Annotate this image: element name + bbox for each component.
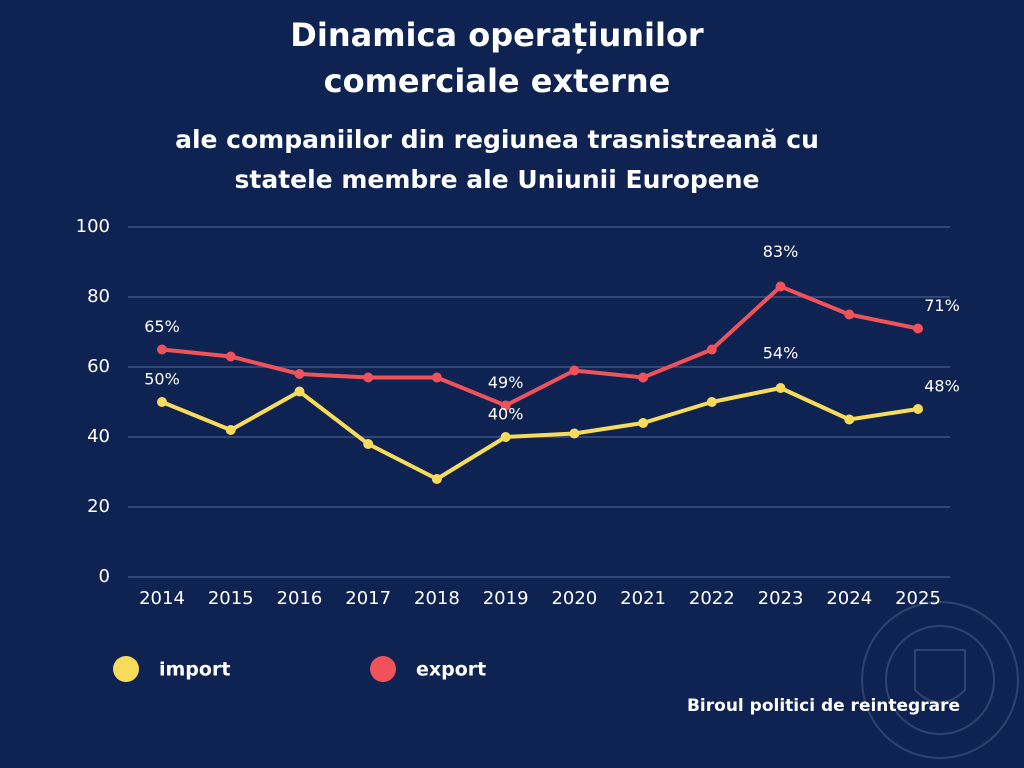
x-tick-label: 2025 [895,588,941,609]
source: Biroul politici de reintegrare [687,696,960,716]
data-point [775,383,786,393]
legend-label: import [159,659,230,681]
series-line [161,386,919,481]
value-label: 71% [924,296,960,315]
data-point [294,369,305,379]
data-point [225,351,236,362]
x-tick-label: 2019 [483,588,529,609]
chart-subtitle: ale companiilor din regiunea trasnistrea… [175,125,819,194]
value-label: 40% [488,405,524,424]
data-point [569,365,580,376]
legend-label: export [416,659,486,681]
x-tick-label: 2015 [208,588,254,609]
data-point [638,372,649,383]
y-tick-label: 80 [87,286,110,307]
data-point [913,323,923,334]
data-point [500,400,511,411]
x-tick-label: 2021 [620,588,666,609]
data-point [431,474,442,484]
data-point [706,397,717,407]
data-point [844,414,855,425]
data-point [775,281,786,292]
x-tick-label: 2020 [551,588,597,609]
y-tick-label: 0 [99,566,110,587]
x-tick-label: 2014 [139,588,185,609]
data-point [225,425,236,435]
data-point [363,372,374,383]
x-tick-label: 2024 [826,588,872,609]
data-point [913,404,923,414]
value-label: 50% [144,370,180,389]
data-point [157,397,167,407]
x-tick-label: 2017 [345,588,391,609]
legend-marker [370,656,396,682]
value-label: 83% [763,242,799,261]
emblem [861,601,1019,759]
x-tick-label: 2022 [689,588,735,609]
y-tick-label: 60 [87,356,110,377]
value-label: 65% [144,317,180,336]
data-point [638,418,649,428]
data-point [157,344,167,355]
legend-marker [113,656,139,682]
series-line [161,284,919,408]
data-point [844,309,855,320]
value-label: 48% [924,377,960,396]
data-point [706,344,717,355]
data-point [294,386,305,397]
data-point [569,428,580,439]
data-point [363,439,374,449]
chart-title: Dinamica operațiunilor comerciale extern… [290,16,704,100]
data-point [431,372,442,383]
x-tick-label: 2018 [414,588,460,609]
x-tick-label: 2016 [277,588,323,609]
y-tick-label: 100 [76,216,110,237]
y-tick-label: 20 [87,496,110,517]
x-tick-label: 2023 [758,588,804,609]
value-label: 54% [763,344,799,363]
value-label: 49% [488,373,524,392]
data-point [500,432,511,442]
y-tick-label: 40 [87,426,110,447]
